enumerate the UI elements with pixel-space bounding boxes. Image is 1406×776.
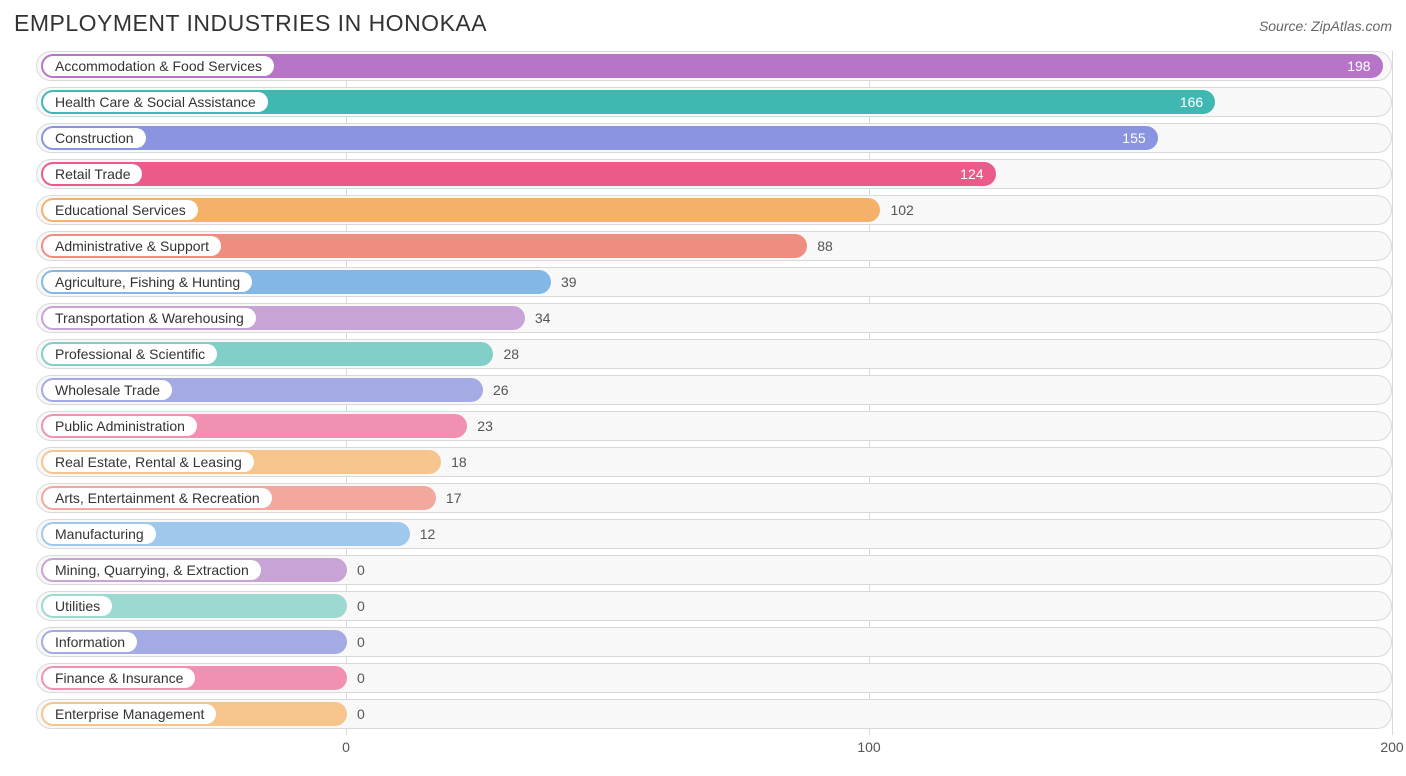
bar-label: Mining, Quarrying, & Extraction [43, 560, 261, 580]
bar-label: Transportation & Warehousing [43, 308, 256, 328]
bar-row: Health Care & Social Assistance 166 [36, 87, 1392, 117]
bar-value: 198 [1347, 52, 1370, 80]
bar-row: Accommodation & Food Services 198 [36, 51, 1392, 81]
source-prefix: Source: [1259, 18, 1311, 34]
bar-label: Utilities [43, 596, 112, 616]
bar-value: 166 [1180, 88, 1203, 116]
bar-label: Educational Services [43, 200, 198, 220]
bar-row: Enterprise Management 0 [36, 699, 1392, 729]
bar-row: Arts, Entertainment & Recreation 17 [36, 483, 1392, 513]
bar-value: 155 [1122, 124, 1145, 152]
bar-label: Health Care & Social Assistance [43, 92, 268, 112]
bar-value: 23 [477, 412, 493, 440]
x-axis-tick: 0 [342, 739, 350, 755]
bar-row: Manufacturing 12 [36, 519, 1392, 549]
bar-fill [41, 126, 1158, 150]
x-axis: 0100200 [14, 735, 1392, 763]
chart-header: EMPLOYMENT INDUSTRIES IN HONOKAA Source:… [14, 10, 1392, 37]
bar-label: Real Estate, Rental & Leasing [43, 452, 254, 472]
bar-label: Administrative & Support [43, 236, 221, 256]
chart-source: Source: ZipAtlas.com [1259, 18, 1392, 34]
bar-value: 88 [817, 232, 833, 260]
bar-value: 18 [451, 448, 467, 476]
bar-label: Enterprise Management [43, 704, 216, 724]
bar-value: 0 [357, 700, 365, 728]
bar-label: Retail Trade [43, 164, 142, 184]
bar-value: 39 [561, 268, 577, 296]
bar-value: 0 [357, 664, 365, 692]
bar-label: Public Administration [43, 416, 197, 436]
x-axis-tick: 100 [857, 739, 880, 755]
bar-value: 26 [493, 376, 509, 404]
grid-line [1392, 51, 1393, 735]
bar-label: Information [43, 632, 137, 652]
bar-row: Public Administration 23 [36, 411, 1392, 441]
bar-label: Arts, Entertainment & Recreation [43, 488, 272, 508]
bar-value: 102 [890, 196, 913, 224]
bar-row: Mining, Quarrying, & Extraction 0 [36, 555, 1392, 585]
bar-row: Educational Services 102 [36, 195, 1392, 225]
bar-value: 28 [503, 340, 519, 368]
bar-value: 124 [960, 160, 983, 188]
bar-label: Professional & Scientific [43, 344, 217, 364]
bar-label: Accommodation & Food Services [43, 56, 274, 76]
bar-fill [41, 162, 996, 186]
bar-row: Wholesale Trade 26 [36, 375, 1392, 405]
bar-label: Finance & Insurance [43, 668, 195, 688]
bar-value: 0 [357, 592, 365, 620]
bar-value: 0 [357, 556, 365, 584]
bar-value: 12 [420, 520, 436, 548]
bar-label: Agriculture, Fishing & Hunting [43, 272, 252, 292]
bar-row: Information 0 [36, 627, 1392, 657]
source-name: ZipAtlas.com [1311, 18, 1392, 34]
x-axis-tick: 200 [1380, 739, 1403, 755]
bar-row: Real Estate, Rental & Leasing 18 [36, 447, 1392, 477]
bar-row: Retail Trade 124 [36, 159, 1392, 189]
bar-label: Wholesale Trade [43, 380, 172, 400]
bar-row: Construction 155 [36, 123, 1392, 153]
bar-row: Utilities 0 [36, 591, 1392, 621]
bar-label: Manufacturing [43, 524, 156, 544]
bar-row: Finance & Insurance 0 [36, 663, 1392, 693]
bar-value: 0 [357, 628, 365, 656]
chart-area: Accommodation & Food Services 198 Health C… [14, 51, 1392, 763]
bar-row: Agriculture, Fishing & Hunting 39 [36, 267, 1392, 297]
bar-row: Transportation & Warehousing 34 [36, 303, 1392, 333]
bar-label: Construction [43, 128, 146, 148]
bar-row: Administrative & Support 88 [36, 231, 1392, 261]
bar-row: Professional & Scientific 28 [36, 339, 1392, 369]
chart-title: EMPLOYMENT INDUSTRIES IN HONOKAA [14, 10, 487, 37]
bar-value: 17 [446, 484, 462, 512]
bar-value: 34 [535, 304, 551, 332]
